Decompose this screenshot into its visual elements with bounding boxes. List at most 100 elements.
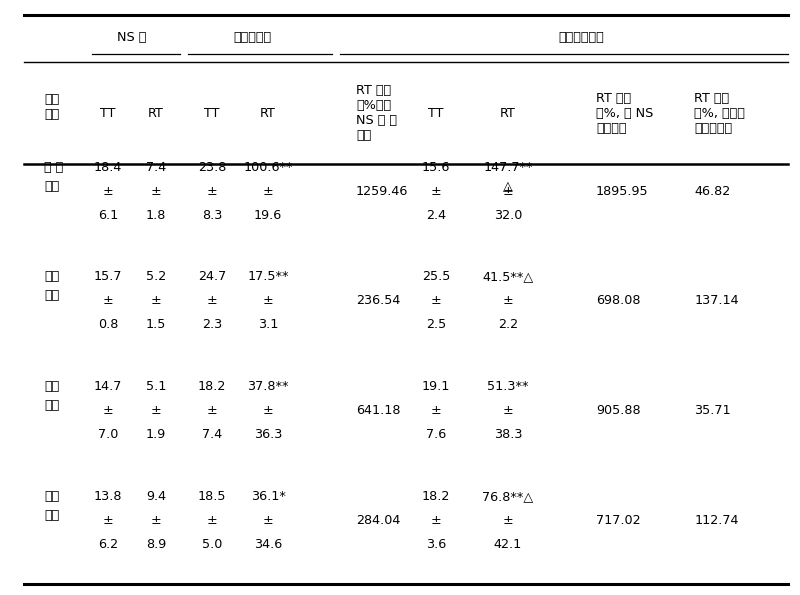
Text: 37.8**: 37.8**	[247, 380, 289, 393]
Text: 注射: 注射	[44, 289, 59, 302]
Text: ±: ±	[430, 185, 442, 198]
Text: 2.3: 2.3	[202, 318, 222, 331]
Text: 一周: 一周	[44, 399, 59, 412]
Text: 698.08: 698.08	[596, 294, 641, 307]
Text: RT: RT	[148, 107, 164, 120]
Text: 5.2: 5.2	[146, 270, 166, 283]
Text: 717.02: 717.02	[596, 514, 641, 527]
Text: 42.1: 42.1	[494, 538, 522, 551]
Text: 112.74: 112.74	[694, 514, 739, 527]
Text: ±: ±	[430, 404, 442, 417]
Text: 36.1*: 36.1*	[250, 490, 286, 503]
Text: TT: TT	[428, 107, 444, 120]
Text: 17.5**: 17.5**	[247, 270, 289, 283]
Text: 23.8: 23.8	[198, 161, 226, 174]
Text: 15.6: 15.6	[422, 161, 450, 174]
Text: 34.6: 34.6	[254, 538, 282, 551]
Text: RT 延长
（%，与
NS 组 比
较）: RT 延长 （%，与 NS 组 比 较）	[356, 84, 397, 142]
Text: 76.8**△: 76.8**△	[482, 490, 534, 503]
Text: 8.9: 8.9	[146, 538, 166, 551]
Text: 284.04: 284.04	[356, 514, 400, 527]
Text: ±: ±	[262, 404, 274, 417]
Text: 35.71: 35.71	[694, 404, 731, 417]
Text: ±: ±	[430, 514, 442, 527]
Text: 0.8: 0.8	[98, 318, 118, 331]
Text: 给药
途径: 给药 途径	[44, 93, 59, 121]
Text: 19.1: 19.1	[422, 380, 450, 393]
Text: 36.3: 36.3	[254, 428, 282, 441]
Text: TT: TT	[204, 107, 220, 120]
Text: ±: ±	[150, 185, 162, 198]
Text: ±: ±	[150, 514, 162, 527]
Text: 15.7: 15.7	[94, 270, 122, 283]
Text: 236.54: 236.54	[356, 294, 400, 307]
Text: 905.88: 905.88	[596, 404, 641, 417]
Text: 38.3: 38.3	[494, 428, 522, 441]
Text: 纳米海参粉: 纳米海参粉	[233, 31, 271, 44]
Text: 2.4: 2.4	[426, 209, 446, 222]
Text: 18.4: 18.4	[94, 161, 122, 174]
Text: ±: ±	[102, 404, 114, 417]
Text: 9.4: 9.4	[146, 490, 166, 503]
Text: 137.14: 137.14	[694, 294, 739, 307]
Text: ±: ±	[206, 294, 218, 307]
Text: 2.5: 2.5	[426, 318, 446, 331]
Text: 1895.95: 1895.95	[596, 185, 649, 198]
Text: 18.2: 18.2	[422, 490, 450, 503]
Text: 147.7**: 147.7**	[483, 161, 533, 174]
Text: NS 组: NS 组	[118, 31, 146, 44]
Text: 6.1: 6.1	[98, 209, 118, 222]
Text: ±: ±	[502, 514, 514, 527]
Text: ±: ±	[206, 404, 218, 417]
Text: RT 延长
（%, 与普通
粉组比较）: RT 延长 （%, 与普通 粉组比较）	[694, 92, 746, 134]
Text: 100.6**: 100.6**	[243, 161, 293, 174]
Text: ±: ±	[102, 185, 114, 198]
Text: ±: ±	[502, 294, 514, 307]
Text: 两周: 两周	[44, 509, 59, 522]
Text: 7.6: 7.6	[426, 428, 446, 441]
Text: 8.3: 8.3	[202, 209, 222, 222]
Text: 18.2: 18.2	[198, 380, 226, 393]
Text: ±: ±	[262, 514, 274, 527]
Text: RT: RT	[260, 107, 276, 120]
Text: 5.1: 5.1	[146, 380, 166, 393]
Text: 51.3**: 51.3**	[487, 380, 529, 393]
Text: ±: ±	[502, 404, 514, 417]
Text: 14.7: 14.7	[94, 380, 122, 393]
Text: 641.18: 641.18	[356, 404, 401, 417]
Text: 18.5: 18.5	[198, 490, 226, 503]
Text: 复方海参制剂: 复方海参制剂	[558, 31, 604, 44]
Text: 24.7: 24.7	[198, 270, 226, 283]
Text: ±: ±	[262, 294, 274, 307]
Text: 1.9: 1.9	[146, 428, 166, 441]
Text: 1.5: 1.5	[146, 318, 166, 331]
Text: RT 延长
（%, 与 NS
组比较）: RT 延长 （%, 与 NS 组比较）	[596, 92, 654, 134]
Text: ±: ±	[150, 404, 162, 417]
Text: ±: ±	[430, 294, 442, 307]
Text: 1.8: 1.8	[146, 209, 166, 222]
Text: ±: ±	[102, 514, 114, 527]
Text: 46.82: 46.82	[694, 185, 730, 198]
Text: 7.4: 7.4	[202, 428, 222, 441]
Text: 1259.46: 1259.46	[356, 185, 408, 198]
Text: 5.0: 5.0	[202, 538, 222, 551]
Text: ±: ±	[150, 294, 162, 307]
Text: 7.0: 7.0	[98, 428, 118, 441]
Text: 3.1: 3.1	[258, 318, 278, 331]
Text: 25.5: 25.5	[422, 270, 450, 283]
Text: 静 脉: 静 脉	[44, 161, 63, 174]
Text: 13.8: 13.8	[94, 490, 122, 503]
Text: ±: ±	[102, 294, 114, 307]
Text: 3.6: 3.6	[426, 538, 446, 551]
Text: ±: ±	[206, 185, 218, 198]
Text: ±: ±	[262, 185, 274, 198]
Text: 灌胃: 灌胃	[44, 380, 59, 393]
Text: 32.0: 32.0	[494, 209, 522, 222]
Text: 41.5**△: 41.5**△	[482, 270, 534, 283]
Text: TT: TT	[100, 107, 116, 120]
Text: 灌胃: 灌胃	[44, 490, 59, 503]
Text: ±: ±	[206, 514, 218, 527]
Text: ±: ±	[502, 185, 514, 198]
Text: △: △	[503, 180, 513, 193]
Text: 腕肠: 腕肠	[44, 270, 59, 283]
